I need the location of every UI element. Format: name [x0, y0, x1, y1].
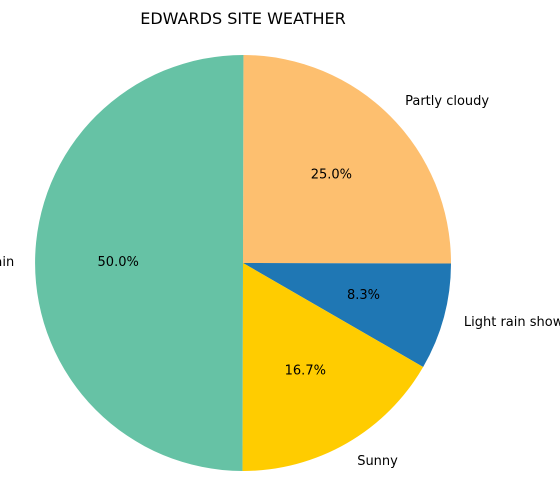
pie-pct-label-0: 8.3%	[347, 288, 380, 303]
pie-slice-3	[242, 263, 424, 472]
pie-pct-label-3: 16.7%	[285, 364, 326, 379]
pie-labels: 8.3% Light rain shower 25.0% Partly cloudy 5…	[0, 94, 560, 469]
pie-pct-label-1: 25.0%	[311, 167, 352, 182]
chart-title: EDWARDS SITE WEATHER	[140, 9, 346, 28]
pie-slice-2	[35, 54, 244, 472]
pie-pct-label-2: 50.0%	[98, 255, 139, 270]
pie-slice-label-0: Light rain shower	[464, 315, 560, 330]
pie-slice-0	[243, 263, 451, 367]
pie-slice-1	[243, 55, 452, 264]
pie-slice-label-2: Patchy rain	[0, 255, 14, 270]
pie-slice-label-1: Partly cloudy	[405, 94, 489, 109]
pie-slices	[35, 54, 452, 472]
pie-slice-label-3: Sunny	[357, 454, 398, 469]
